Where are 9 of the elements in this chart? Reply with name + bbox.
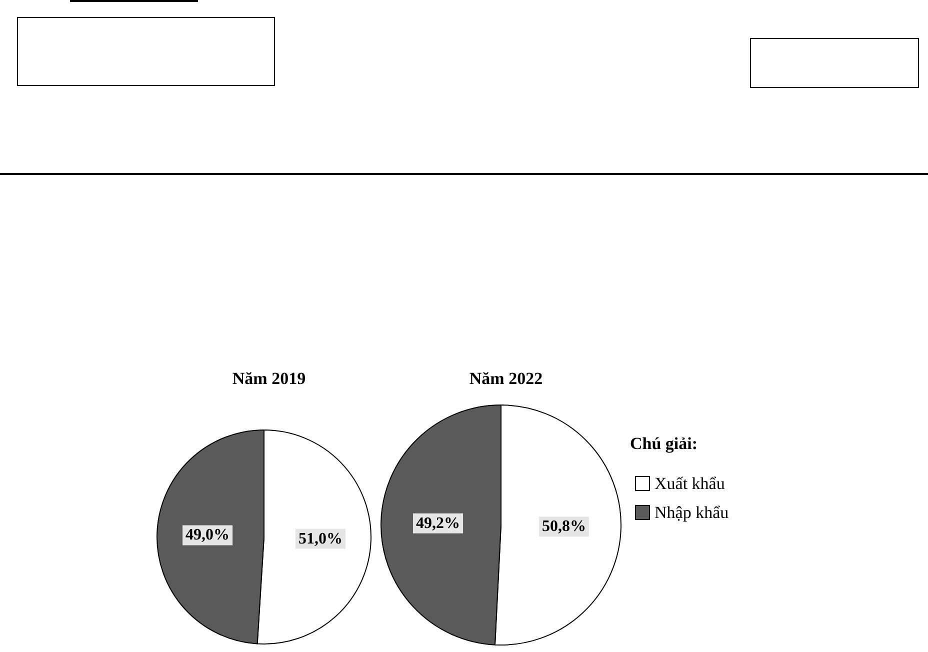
legend-title: Chú giải: <box>630 434 698 453</box>
legend-label: Nhập khẩu <box>654 503 730 522</box>
data-label: 50,8% <box>542 518 586 536</box>
slice-label: Năm 2022 <box>469 369 543 388</box>
slice-label: Năm 2019 <box>232 369 306 388</box>
data-label: 49,2% <box>416 514 460 532</box>
data-label: 51,0% <box>298 530 342 548</box>
legend-label: Xuất khẩu <box>654 474 726 493</box>
data-label: 49,0% <box>186 526 230 544</box>
